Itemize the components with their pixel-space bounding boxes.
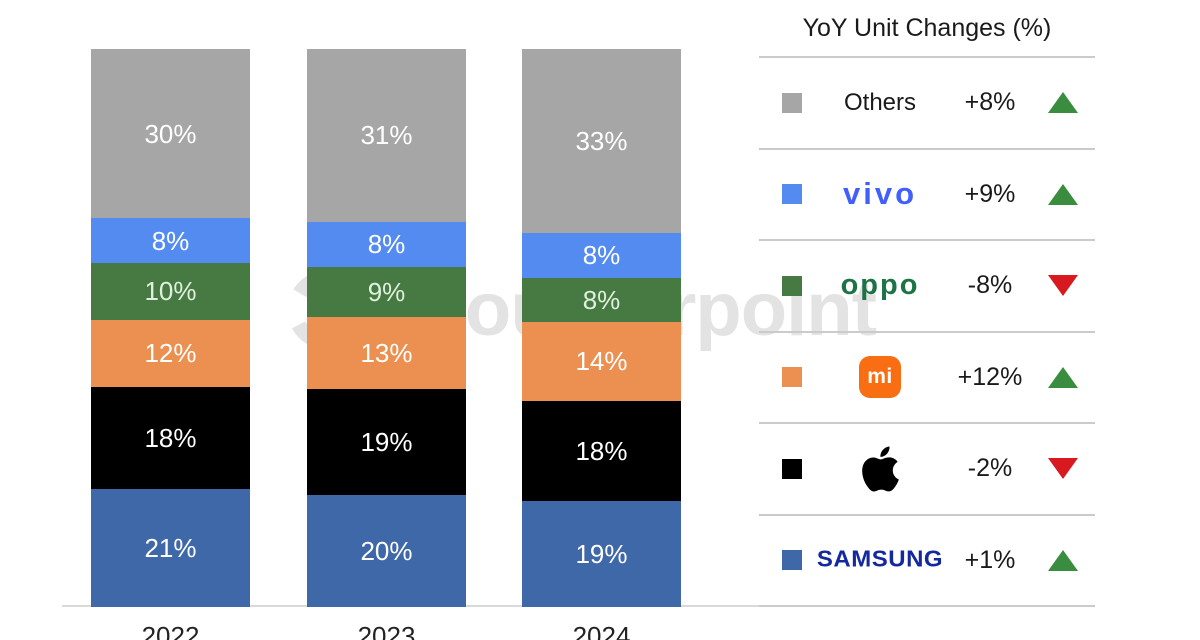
bar-segment-value: 8%: [151, 225, 190, 256]
mi-yoy-change: +12%: [957, 362, 1023, 391]
bar-segment-value: 21%: [144, 532, 197, 563]
legend-row-vivo: vivo +9%: [759, 150, 1095, 241]
mi-logo-text: mi: [867, 365, 893, 389]
oppo-logo: oppo: [840, 269, 920, 302]
bar-segment-apple: 18%: [91, 387, 250, 489]
legend-row-apple: -2%: [759, 424, 1095, 516]
oppo-swatch: [782, 275, 802, 296]
mi-logo-cell: mi: [810, 356, 950, 399]
apple-logo-cell: [810, 444, 950, 494]
legend-row-oppo: oppo -8%: [759, 241, 1095, 333]
bar-segment-value: 13%: [360, 338, 413, 369]
bar-2022: 30% 8% 10% 12% 18% 21%: [91, 49, 250, 607]
legend-title: YoY Unit Changes (%): [759, 0, 1095, 58]
bar-segment-value: 8%: [582, 240, 621, 271]
legend-panel: YoY Unit Changes (%) Others +8% vivo +9% opp…: [759, 0, 1095, 607]
up-triangle-icon: [1047, 366, 1078, 388]
bar-segment-value: 8%: [367, 229, 406, 260]
bar-segment-oppo: 9%: [307, 266, 466, 317]
mi-swatch: [782, 367, 802, 388]
bar-segment-value: 19%: [575, 538, 628, 569]
bar-segment-value: 20%: [360, 536, 413, 567]
bar-segment-value: 8%: [582, 285, 621, 316]
apple-yoy-change: -2%: [967, 454, 1013, 483]
bar-segment-samsung: 19%: [522, 500, 681, 607]
samsung-logo-cell: SAMSUNG: [810, 546, 950, 574]
bar-segment-mi: 13%: [307, 316, 466, 390]
bar-segment-apple: 18%: [522, 400, 681, 501]
x-axis-label-2022: 2022: [141, 621, 200, 640]
x-axis-label-2023: 2023: [357, 621, 416, 640]
samsung-swatch: [782, 550, 802, 571]
samsung-yoy-change: +1%: [964, 545, 1016, 574]
x-axis-label-2024: 2024: [572, 621, 631, 640]
vivo-logo: vivo: [842, 176, 918, 212]
apple-logo-icon: [861, 446, 899, 492]
samsung-logo: SAMSUNG: [816, 546, 944, 573]
bar-segment-value: 9%: [367, 276, 406, 307]
bar-segment-apple: 19%: [307, 389, 466, 496]
bar-segment-value: 19%: [360, 427, 413, 458]
oppo-trend-cell: [1030, 275, 1095, 297]
up-triangle-icon: [1047, 92, 1078, 114]
others-swatch: [782, 92, 802, 113]
down-triangle-icon: [1047, 458, 1078, 480]
bar-segment-vivo: 8%: [522, 233, 681, 278]
bar-segment-value: 10%: [144, 276, 197, 307]
bar-segment-value: 18%: [575, 435, 628, 466]
others-trend-cell: [1030, 92, 1095, 114]
bar-segment-others: 30%: [91, 49, 250, 219]
bar-segment-vivo: 8%: [91, 218, 250, 264]
bar-segment-samsung: 21%: [91, 488, 250, 607]
vivo-yoy-change: +9%: [964, 179, 1016, 208]
up-triangle-icon: [1047, 183, 1078, 205]
others-yoy-change: +8%: [964, 88, 1016, 117]
vivo-swatch: [782, 184, 802, 205]
down-triangle-icon: [1047, 275, 1078, 297]
legend-row-samsung: SAMSUNG +1%: [759, 516, 1095, 607]
others-logo-cell: Others: [810, 89, 950, 117]
bar-segment-oppo: 8%: [522, 277, 681, 323]
bar-2024: 33% 8% 8% 14% 18% 19%: [522, 49, 681, 607]
vivo-trend-cell: [1030, 183, 1095, 205]
legend-rows: Others +8% vivo +9% oppo -8% mi +12% -2% SAMSUNG +…: [759, 58, 1095, 607]
bar-segment-mi: 14%: [522, 322, 681, 401]
mi-trend-cell: [1030, 366, 1095, 388]
oppo-logo-cell: oppo: [810, 269, 950, 302]
bar-segment-value: 12%: [144, 338, 197, 369]
bar-segment-others: 33%: [522, 49, 681, 234]
samsung-trend-cell: [1030, 549, 1095, 571]
bar-segment-value: 18%: [144, 422, 197, 453]
bar-segment-vivo: 8%: [307, 221, 466, 267]
oppo-yoy-change: -8%: [967, 271, 1013, 300]
apple-trend-cell: [1030, 458, 1095, 480]
vivo-logo-cell: vivo: [810, 176, 950, 212]
bar-segment-others: 31%: [307, 49, 466, 222]
legend-row-mi: mi +12%: [759, 333, 1095, 424]
bar-segment-mi: 12%: [91, 319, 250, 388]
bar-segment-samsung: 20%: [307, 495, 466, 607]
bar-segment-value: 30%: [144, 118, 197, 149]
bar-segment-value: 33%: [575, 126, 628, 157]
legend-row-others: Others +8%: [759, 58, 1095, 150]
bar-segment-value: 14%: [575, 346, 628, 377]
up-triangle-icon: [1047, 549, 1078, 571]
bar-segment-oppo: 10%: [91, 263, 250, 320]
mi-logo: mi: [859, 356, 901, 399]
others-label: Others: [843, 88, 917, 116]
bar-2023: 31% 8% 9% 13% 19% 20%: [307, 49, 466, 607]
apple-swatch: [782, 458, 802, 479]
bar-segment-value: 31%: [360, 120, 413, 151]
